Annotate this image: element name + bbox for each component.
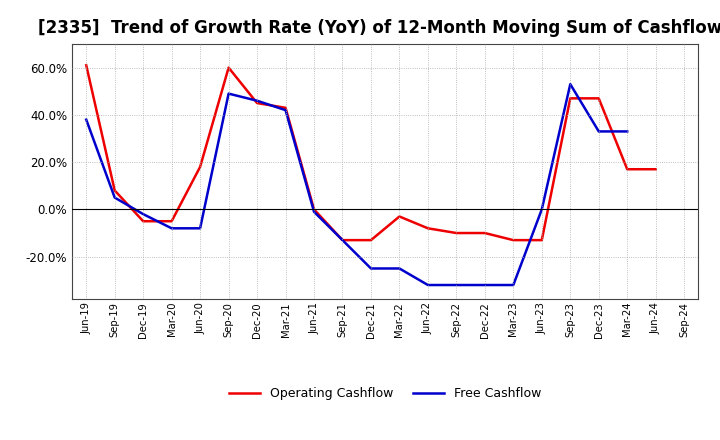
Free Cashflow — [167, 226, 176, 231]
Free Cashflow — [366, 266, 375, 271]
Free Cashflow — [537, 207, 546, 212]
Title: [2335]  Trend of Growth Rate (YoY) of 12-Month Moving Sum of Cashflows: [2335] Trend of Growth Rate (YoY) of 12-… — [38, 19, 720, 37]
Operating Cashflow — [537, 238, 546, 243]
Free Cashflow — [253, 98, 261, 103]
Operating Cashflow — [480, 231, 489, 236]
Operating Cashflow — [452, 231, 461, 236]
Operating Cashflow — [110, 188, 119, 193]
Operating Cashflow — [595, 96, 603, 101]
Operating Cashflow — [167, 219, 176, 224]
Operating Cashflow — [509, 238, 518, 243]
Operating Cashflow — [282, 105, 290, 110]
Legend: Operating Cashflow, Free Cashflow: Operating Cashflow, Free Cashflow — [224, 382, 546, 405]
Free Cashflow — [110, 195, 119, 200]
Free Cashflow — [395, 266, 404, 271]
Free Cashflow — [452, 282, 461, 288]
Operating Cashflow — [82, 62, 91, 68]
Operating Cashflow — [366, 238, 375, 243]
Free Cashflow — [623, 129, 631, 134]
Operating Cashflow — [395, 214, 404, 219]
Line: Operating Cashflow: Operating Cashflow — [86, 65, 656, 240]
Operating Cashflow — [196, 164, 204, 169]
Free Cashflow — [566, 81, 575, 87]
Free Cashflow — [225, 91, 233, 96]
Operating Cashflow — [652, 167, 660, 172]
Operating Cashflow — [566, 96, 575, 101]
Operating Cashflow — [225, 65, 233, 70]
Operating Cashflow — [253, 100, 261, 106]
Free Cashflow — [338, 238, 347, 243]
Free Cashflow — [595, 129, 603, 134]
Free Cashflow — [423, 282, 432, 288]
Operating Cashflow — [310, 207, 318, 212]
Free Cashflow — [509, 282, 518, 288]
Line: Free Cashflow: Free Cashflow — [86, 84, 627, 285]
Operating Cashflow — [423, 226, 432, 231]
Free Cashflow — [196, 226, 204, 231]
Free Cashflow — [139, 212, 148, 217]
Free Cashflow — [282, 107, 290, 113]
Operating Cashflow — [338, 238, 347, 243]
Free Cashflow — [480, 282, 489, 288]
Free Cashflow — [310, 209, 318, 214]
Free Cashflow — [82, 117, 91, 122]
Operating Cashflow — [623, 167, 631, 172]
Operating Cashflow — [139, 219, 148, 224]
